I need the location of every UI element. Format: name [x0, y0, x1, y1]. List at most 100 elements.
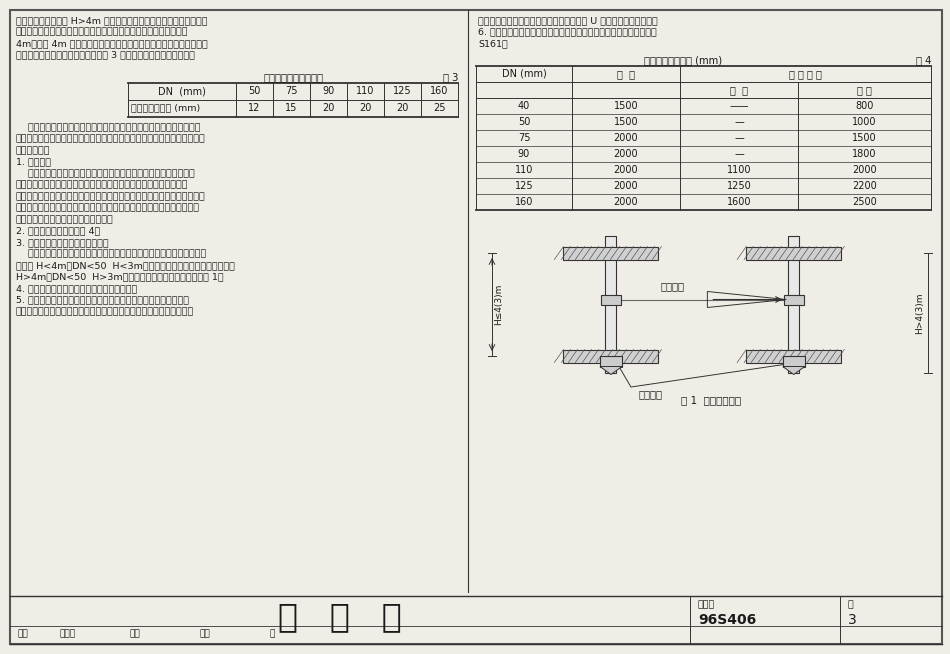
Text: 壁不够光滑，则应坠坣一层案性材料；固定支件的内壁和管身外壁之间: 壁不够光滑，则应坠坣一层案性材料；固定支件的内壁和管身外壁之间 [16, 307, 194, 316]
Text: 125: 125 [515, 181, 533, 191]
Text: 干  管: 干 管 [731, 85, 749, 95]
Text: 20: 20 [396, 103, 408, 113]
Text: 滑动支承: 滑动支承 [660, 281, 684, 292]
Text: —: — [734, 149, 744, 159]
Bar [747, 247, 842, 260]
Text: 2000: 2000 [614, 149, 638, 159]
Text: —: — [734, 133, 744, 143]
Text: 96S406: 96S406 [698, 613, 756, 627]
Text: ——: —— [730, 101, 749, 111]
Text: 12: 12 [248, 103, 260, 113]
Text: 75: 75 [285, 86, 297, 96]
Text: DN  (mm): DN (mm) [158, 86, 206, 96]
Text: 15: 15 [285, 103, 297, 113]
Text: 110: 110 [515, 165, 533, 175]
Text: 2000: 2000 [614, 165, 638, 175]
Text: 应夹一层橡胶软庹，安装时应将阑钉制成的 U 形卡用螺栓拴紧固定。: 应夹一层橡胶软庹，安装时应将阑钉制成的 U 形卡用螺栓拴紧固定。 [478, 16, 657, 25]
Text: 固定支承: 固定支承 [639, 389, 663, 399]
Text: 40: 40 [518, 101, 530, 111]
Text: 算确定。管道设计伸缩量不应大于表 3 中伸缩节的最大允许伸缩量。: 算确定。管道设计伸缩量不应大于表 3 中伸缩节的最大允许伸缩量。 [16, 50, 195, 60]
Text: 4m，超过 4m 时，应根据管道设计伸缩量和伸缩节最大允许伸缩量计: 4m，超过 4m 时，应根据管道设计伸缩量和伸缩节最大允许伸缩量计 [16, 39, 208, 48]
Text: 75: 75 [518, 133, 530, 143]
Text: 800: 800 [855, 101, 874, 111]
Text: 125: 125 [393, 86, 411, 96]
Text: 90: 90 [322, 86, 334, 96]
Text: 页: 页 [270, 629, 275, 638]
Text: 图 1  立管支承示意: 图 1 立管支承示意 [681, 395, 742, 405]
Bar [601, 294, 621, 305]
Text: 50: 50 [518, 117, 530, 127]
Text: 悬 吹 横 管: 悬 吹 横 管 [789, 69, 822, 79]
Text: 2000: 2000 [852, 165, 877, 175]
Text: 2000: 2000 [614, 181, 638, 191]
Text: 审核: 审核 [18, 629, 28, 638]
Text: 1500: 1500 [852, 133, 877, 143]
Text: H>4(3)m: H>4(3)m [916, 292, 924, 334]
Bar [747, 349, 842, 362]
Polygon shape [600, 366, 622, 375]
Text: 负责人: 负责人 [60, 629, 76, 638]
Text: 2000: 2000 [614, 133, 638, 143]
Bar [788, 236, 799, 373]
Text: 图集号: 图集号 [698, 600, 715, 609]
Text: 页: 页 [848, 600, 854, 609]
Text: 设计: 设计 [200, 629, 211, 638]
Text: S161。: S161。 [478, 39, 507, 48]
Text: 3. 立管滑动支承与固定支承的设置: 3. 立管滑动支承与固定支承的设置 [16, 238, 108, 247]
Text: 连接有穿越楼板的卫生器具水平支管时，可视为一个滑动支承；明装: 连接有穿越楼板的卫生器具水平支管时，可视为一个滑动支承；明装 [16, 181, 188, 190]
Text: H>4m（DN<50  H>3m）时，层间设滑动支承两个。如图 1。: H>4m（DN<50 H>3m）时，层间设滑动支承两个。如图 1。 [16, 273, 223, 281]
Text: 1100: 1100 [727, 165, 751, 175]
Text: 立  管: 立 管 [618, 69, 635, 79]
Text: 固定支承每层设置一个，以控制立管膨张方向，分层支承管道的自重。: 固定支承每层设置一个，以控制立管膨张方向，分层支承管道的自重。 [16, 249, 206, 258]
Text: 管道支承分滑动支承和固定支承两种。悬吹在楼板下的横支上，若: 管道支承分滑动支承和固定支承两种。悬吹在楼板下的横支上，若 [16, 169, 195, 178]
Text: 90: 90 [518, 149, 530, 159]
Text: DN (mm): DN (mm) [502, 69, 546, 79]
Text: —: — [734, 117, 744, 127]
Text: 支 管: 支 管 [857, 85, 872, 95]
Text: 最大允许伸缩量 (mm): 最大允许伸缩量 (mm) [131, 103, 200, 112]
Text: 2. 管道最大支承间距如表 4。: 2. 管道最大支承间距如表 4。 [16, 226, 101, 235]
Text: 5. 管道支件的内壁应光滑，滑动支件与管身之间应留有微隙，若内: 5. 管道支件的内壁应光滑，滑动支件与管身之间应留有微隙，若内 [16, 296, 189, 305]
Bar [783, 356, 805, 366]
Text: 1500: 1500 [614, 117, 638, 127]
Bar [563, 349, 658, 362]
Text: 50: 50 [248, 86, 260, 96]
Text: 立管穿越楼板应有严格的防漏水措施，采用细石混凝土补贵，分层密实后，: 立管穿越楼板应有严格的防漏水措施，采用细石混凝土补贵，分层密实后， [16, 192, 206, 201]
Text: 4. 立管底部宜设支墙或采取牢固的固定措施。: 4. 立管底部宜设支墙或采取牢固的固定措施。 [16, 284, 137, 293]
Bar [784, 294, 804, 305]
Text: 110: 110 [356, 86, 374, 96]
Text: 设伸缩节一个，层高 H>4m 时，应根据计算确定；悬吹横管设置伸缩: 设伸缩节一个，层高 H>4m 时，应根据计算确定；悬吹横管设置伸缩 [16, 16, 207, 25]
Text: 管道最大支承间距 (mm): 管道最大支承间距 (mm) [644, 55, 723, 65]
Text: 可以形成固定支承；暗潜在管井中的立管，若穿越楼板处未能形成固定支: 可以形成固定支承；暗潜在管井中的立管，若穿越楼板处未能形成固定支 [16, 203, 200, 213]
Text: 1500: 1500 [614, 101, 638, 111]
Text: 表 3: 表 3 [443, 72, 458, 82]
Text: 为了使立管连接支管处位移最小，伸缩节应尽量设在靠近水流汇合管: 为了使立管连接支管处位移最小，伸缩节应尽量设在靠近水流汇合管 [16, 123, 200, 132]
Text: 1. 支承种类: 1. 支承种类 [16, 158, 51, 167]
Text: 表 4: 表 4 [916, 55, 931, 65]
Text: 1600: 1600 [727, 197, 751, 207]
Bar [600, 356, 622, 366]
Text: 当层高 H<4m（DN<50  H<3m）时，层间设滑动支承一个；若层高: 当层高 H<4m（DN<50 H<3m）时，层间设滑动支承一个；若层高 [16, 261, 235, 270]
Text: 2000: 2000 [614, 197, 638, 207]
Text: 伸缩节最大允许伸缩量: 伸缩节最大允许伸缩量 [263, 72, 323, 82]
Text: 6. 本图集仅绘出几种常用的支承形式，其它情况的支承办法可以参阅: 6. 本图集仅绘出几种常用的支承形式，其它情况的支承办法可以参阅 [478, 27, 656, 37]
Polygon shape [783, 366, 805, 375]
Text: 3: 3 [848, 613, 857, 627]
Bar [605, 236, 617, 373]
Text: 20: 20 [322, 103, 334, 113]
Text: 总   说   明: 总 说 明 [278, 600, 402, 633]
Text: H≤4(3)m: H≤4(3)m [494, 284, 503, 325]
Text: 160: 160 [430, 86, 448, 96]
Text: 1800: 1800 [852, 149, 877, 159]
Text: 20: 20 [359, 103, 371, 113]
Bar [563, 247, 658, 260]
Text: 1000: 1000 [852, 117, 877, 127]
Text: 160: 160 [515, 197, 533, 207]
Text: 25: 25 [433, 103, 446, 113]
Text: 八、管道支承: 八、管道支承 [16, 146, 50, 155]
Text: 件处。为了控制管道的膨张方向，两个伸缩节之间必须设置一个固定支承。: 件处。为了控制管道的膨张方向，两个伸缩节之间必须设置一个固定支承。 [16, 135, 206, 143]
Text: 校对: 校对 [130, 629, 141, 638]
Text: 2500: 2500 [852, 197, 877, 207]
Text: 节应结合支承情况确定，悬吹横支上伸缩节之间的最大间距不应超过: 节应结合支承情况确定，悬吹横支上伸缩节之间的最大间距不应超过 [16, 27, 188, 37]
Text: 1250: 1250 [727, 181, 751, 191]
